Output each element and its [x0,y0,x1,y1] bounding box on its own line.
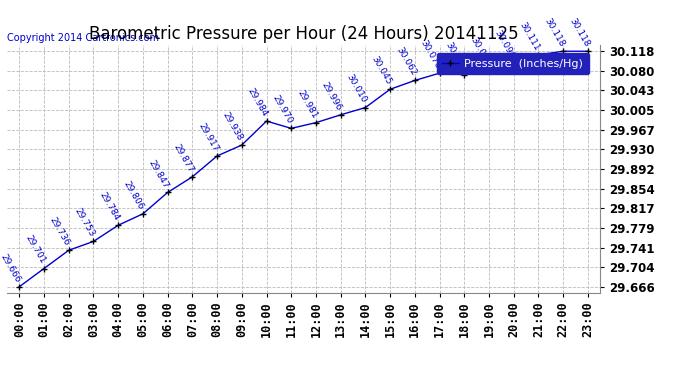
Pressure  (Inches/Hg) [89,239,97,244]
Text: 29.666: 29.666 [0,252,22,284]
Pressure  (Inches/Hg) [584,49,592,54]
Text: 29.701: 29.701 [23,234,47,266]
Text: 30.045: 30.045 [369,55,393,87]
Pressure  (Inches/Hg) [362,105,370,110]
Pressure  (Inches/Hg) [65,248,73,252]
Pressure  (Inches/Hg) [337,112,345,117]
Title: Barometric Pressure per Hour (24 Hours) 20141125: Barometric Pressure per Hour (24 Hours) … [89,26,518,44]
Pressure  (Inches/Hg) [411,78,419,82]
Text: 30.118: 30.118 [542,16,566,48]
Text: 30.081: 30.081 [469,36,492,68]
Text: 29.917: 29.917 [196,122,220,153]
Pressure  (Inches/Hg) [114,223,122,228]
Pressure  (Inches/Hg) [312,120,320,125]
Pressure  (Inches/Hg) [139,211,147,216]
Text: 30.010: 30.010 [344,73,368,105]
Line: Pressure  (Inches/Hg): Pressure (Inches/Hg) [17,48,591,290]
Text: 30.118: 30.118 [567,16,591,48]
Text: 29.753: 29.753 [72,207,96,238]
Legend: Pressure  (Inches/Hg): Pressure (Inches/Hg) [437,53,589,74]
Text: 29.806: 29.806 [122,179,146,211]
Pressure  (Inches/Hg) [262,119,270,123]
Pressure  (Inches/Hg) [435,71,444,75]
Text: 30.073: 30.073 [444,40,467,72]
Pressure  (Inches/Hg) [460,72,469,77]
Text: 29.981: 29.981 [295,88,319,120]
Pressure  (Inches/Hg) [559,49,567,54]
Pressure  (Inches/Hg) [237,143,246,147]
Text: Copyright 2014 Cartronics.com: Copyright 2014 Cartronics.com [7,33,159,42]
Pressure  (Inches/Hg) [213,154,221,158]
Pressure  (Inches/Hg) [485,68,493,73]
Text: 29.736: 29.736 [48,216,72,248]
Pressure  (Inches/Hg) [287,126,295,130]
Pressure  (Inches/Hg) [386,87,394,92]
Text: 29.784: 29.784 [97,191,121,222]
Text: 29.938: 29.938 [221,111,244,142]
Text: 30.076: 30.076 [419,39,442,70]
Pressure  (Inches/Hg) [534,53,542,57]
Text: 29.970: 29.970 [270,94,294,126]
Pressure  (Inches/Hg) [40,266,48,271]
Pressure  (Inches/Hg) [510,60,518,65]
Text: 30.062: 30.062 [394,46,417,78]
Pressure  (Inches/Hg) [188,175,197,179]
Text: 30.096: 30.096 [493,28,517,60]
Text: 30.111: 30.111 [518,20,541,52]
Text: 29.996: 29.996 [320,80,344,112]
Pressure  (Inches/Hg) [15,285,23,289]
Text: 29.847: 29.847 [147,158,170,190]
Text: 29.984: 29.984 [246,87,269,118]
Text: 29.877: 29.877 [172,142,195,174]
Pressure  (Inches/Hg) [164,190,172,195]
